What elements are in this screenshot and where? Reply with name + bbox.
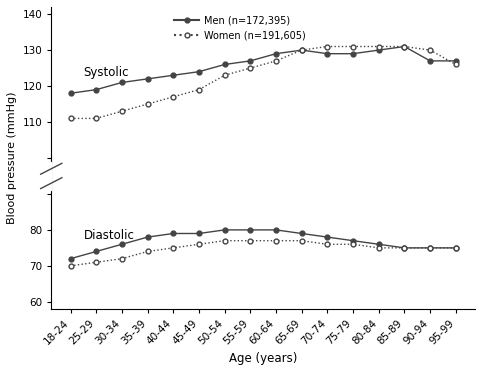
Women (n=191,605) xyxy=(119,109,125,113)
Women (n=191,605) xyxy=(402,44,407,49)
Women (n=191,605) xyxy=(376,44,382,49)
Women (n=191,605) xyxy=(324,44,330,49)
Men (n=172,395) xyxy=(247,59,253,63)
Women (n=191,605) xyxy=(273,59,279,63)
Women (n=191,605) xyxy=(453,62,459,67)
Men (n=172,395) xyxy=(453,59,459,63)
Women (n=191,605) xyxy=(247,66,253,70)
Men (n=172,395) xyxy=(119,80,125,85)
Women (n=191,605) xyxy=(94,116,99,121)
Men (n=172,395) xyxy=(196,70,202,74)
Men (n=172,395) xyxy=(222,62,228,67)
Men (n=172,395) xyxy=(67,91,73,96)
Men (n=172,395) xyxy=(427,59,433,63)
Men (n=172,395) xyxy=(145,77,150,81)
Bar xyxy=(17,161,51,190)
Men (n=172,395) xyxy=(94,87,99,92)
Men (n=172,395) xyxy=(324,51,330,56)
Men (n=172,395) xyxy=(376,48,382,52)
Women (n=191,605) xyxy=(170,94,176,99)
Men (n=172,395) xyxy=(273,51,279,56)
Men (n=172,395) xyxy=(170,73,176,77)
Line: Women (n=191,605): Women (n=191,605) xyxy=(68,44,458,121)
Y-axis label: Blood pressure (mmHg): Blood pressure (mmHg) xyxy=(7,92,17,224)
Women (n=191,605) xyxy=(427,48,433,52)
Women (n=191,605) xyxy=(299,48,305,52)
Women (n=191,605) xyxy=(145,102,150,106)
Women (n=191,605) xyxy=(67,116,73,121)
Text: Diastolic: Diastolic xyxy=(83,230,134,243)
Men (n=172,395) xyxy=(402,44,407,49)
Legend: Men (n=172,395), Women (n=191,605): Men (n=172,395), Women (n=191,605) xyxy=(171,12,309,44)
Women (n=191,605) xyxy=(222,73,228,77)
Women (n=191,605) xyxy=(196,87,202,92)
X-axis label: Age (years): Age (years) xyxy=(229,352,297,365)
Women (n=191,605) xyxy=(350,44,356,49)
Text: Systolic: Systolic xyxy=(83,66,129,79)
Men (n=172,395) xyxy=(350,51,356,56)
Men (n=172,395) xyxy=(299,48,305,52)
Line: Men (n=172,395): Men (n=172,395) xyxy=(68,44,458,96)
